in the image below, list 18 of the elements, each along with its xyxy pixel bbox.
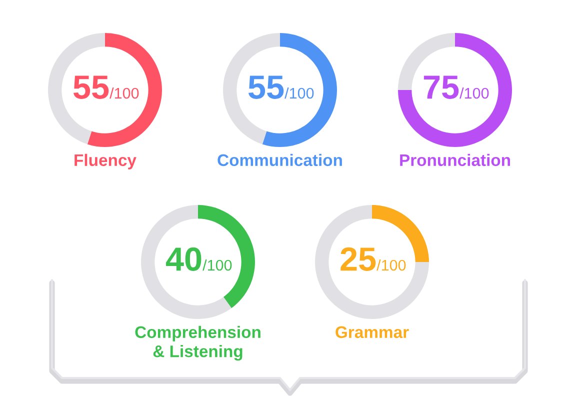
text: /100 bbox=[376, 259, 406, 271]
text: 25 bbox=[340, 247, 376, 271]
donut-slice bbox=[141, 205, 232, 319]
text: /100 bbox=[460, 87, 489, 99]
text: Fluency bbox=[74, 154, 136, 170]
text: 40 bbox=[166, 247, 202, 271]
text: Pronunciation bbox=[400, 154, 510, 166]
donut-slice bbox=[315, 205, 429, 319]
text: 55 bbox=[74, 76, 109, 99]
text: Grammar bbox=[336, 326, 409, 338]
text: 75 bbox=[424, 76, 459, 99]
text: /100 bbox=[202, 259, 232, 271]
donut-slice bbox=[398, 33, 512, 147]
text: /100 bbox=[110, 87, 139, 99]
text: Comprehension & Listening bbox=[135, 326, 260, 361]
text: 55 bbox=[248, 76, 284, 99]
text: /100 bbox=[284, 87, 314, 99]
text: Communication bbox=[218, 154, 342, 166]
